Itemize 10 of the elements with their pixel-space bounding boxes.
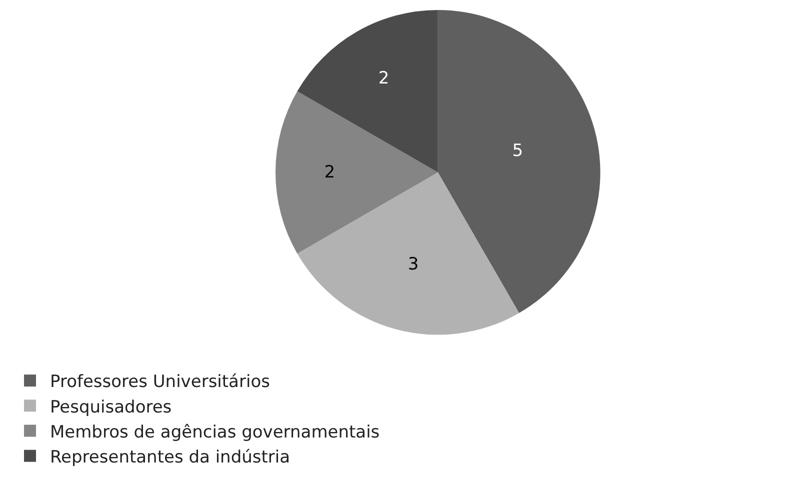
legend-label: Representantes da indústria [50, 447, 290, 468]
data-label: 3 [408, 254, 419, 274]
data-label: 5 [512, 141, 524, 162]
data-label: 2 [378, 68, 390, 89]
pie-slice [276, 91, 438, 254]
legend-label: Pesquisadores [50, 397, 172, 418]
legend-label: Membros de agências governamentais [50, 422, 380, 442]
pie-slice [438, 10, 600, 314]
legend-label: Professores Universitários [50, 372, 270, 392]
data-label: 2 [324, 162, 336, 182]
